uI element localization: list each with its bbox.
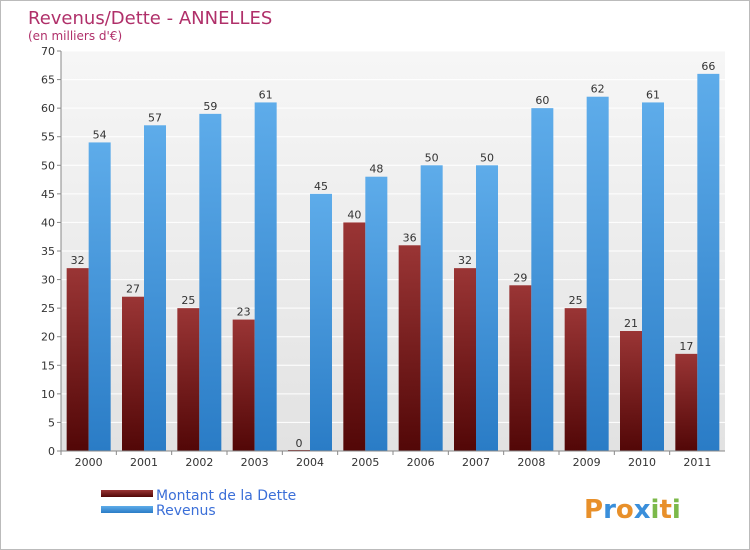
data-label-revenus: 48 (369, 163, 383, 176)
bar-debt (122, 296, 144, 451)
y-tick-label: 70 (41, 45, 55, 58)
data-label-debt: 25 (569, 294, 583, 307)
bar-debt (564, 308, 587, 451)
data-label-debt: 32 (458, 254, 472, 267)
legend-swatch-revenus (101, 506, 153, 513)
x-tick-label: 2011 (683, 456, 711, 469)
x-tick-label: 2002 (185, 456, 213, 469)
x-tick-label: 2004 (296, 456, 324, 469)
data-label-revenus: 54 (93, 128, 107, 141)
y-tick-label: 35 (41, 245, 55, 258)
y-tick-label: 50 (41, 159, 55, 172)
data-label-revenus: 61 (646, 88, 660, 101)
bar-debt (509, 285, 532, 451)
bar-revenus (88, 142, 111, 451)
bar-revenus (199, 113, 222, 451)
bar-debt (398, 245, 421, 451)
bar-revenus (254, 102, 277, 451)
data-label-revenus: 57 (148, 111, 162, 124)
bar-debt (177, 308, 200, 451)
bar-debt (454, 268, 476, 451)
y-tick-label: 20 (41, 331, 55, 344)
data-label-debt: 0 (296, 437, 303, 450)
logo-text: Proxiti (584, 495, 681, 525)
y-tick-label: 40 (41, 216, 55, 229)
x-tick-label: 2006 (407, 456, 435, 469)
y-tick-label: 60 (41, 102, 55, 115)
y-tick-label: 5 (48, 416, 55, 429)
data-labels: 32 54 27 57 25 59 23 61 0 45 40 48 36 50 32 50 29 60 25 62 2… (71, 60, 716, 450)
bar-revenus (365, 176, 388, 451)
bar-revenus (420, 165, 443, 452)
bars (66, 73, 720, 452)
bar-revenus (144, 125, 166, 452)
data-label-debt: 21 (624, 317, 638, 330)
data-label-revenus: 59 (203, 100, 217, 113)
y-tick-label: 25 (41, 302, 55, 315)
bar-debt (343, 222, 366, 451)
gridlines (57, 50, 725, 452)
data-label-debt: 27 (126, 283, 140, 296)
x-tick-label: 2005 (351, 456, 379, 469)
data-label-revenus: 62 (591, 83, 605, 96)
x-tick-label: 2003 (241, 456, 269, 469)
y-tick-label: 10 (41, 388, 55, 401)
data-label-debt: 17 (679, 340, 693, 353)
bar-revenus (310, 193, 332, 451)
bar-debt (620, 331, 642, 451)
x-tick-label: 2008 (517, 456, 545, 469)
y-tick-label: 0 (48, 445, 55, 458)
data-label-revenus: 50 (480, 151, 494, 164)
bar-debt (232, 319, 255, 451)
bar-debt (675, 353, 698, 451)
bar-revenus (697, 73, 720, 451)
y-tick-label: 45 (41, 188, 55, 201)
bar-debt (66, 268, 89, 451)
data-label-debt: 32 (71, 254, 85, 267)
x-tick-label: 2000 (75, 456, 103, 469)
y-axis-ticks: 0 5 10 15 20 25 30 35 40 45 50 55 60 65 70 (41, 45, 55, 458)
data-label-debt: 23 (237, 306, 251, 319)
x-tick-label: 2010 (628, 456, 656, 469)
y-tick-label: 65 (41, 74, 55, 87)
x-tick-label: 2009 (573, 456, 601, 469)
legend-label-revenus: Revenus (156, 503, 216, 519)
x-tick-label: 2007 (462, 456, 490, 469)
bar-revenus (476, 165, 498, 452)
bar-revenus (586, 96, 609, 451)
x-tick-label: 2001 (130, 456, 158, 469)
proxiti-logo: Proxiti (584, 495, 681, 525)
data-label-debt: 29 (513, 271, 527, 284)
chart-subtitle: (en milliers d'€) (28, 29, 122, 43)
x-axis-ticks: 2000 2001 2002 2003 2004 2005 2006 2007 2008 2009… (60, 451, 711, 469)
y-tick-label: 15 (41, 359, 55, 372)
data-label-debt: 36 (403, 231, 417, 244)
chart-title: Revenus/Dette - ANNELLES (28, 8, 272, 29)
data-label-revenus: 66 (701, 60, 715, 73)
data-label-revenus: 45 (314, 180, 328, 193)
y-tick-label: 30 (41, 274, 55, 287)
data-label-debt: 40 (347, 208, 361, 221)
data-label-revenus: 60 (535, 94, 549, 107)
bar-revenus (642, 102, 664, 451)
legend-label-debt: Montant de la Dette (156, 488, 296, 504)
legend: Montant de la Dette Revenus (101, 488, 296, 519)
y-tick-label: 55 (41, 131, 55, 144)
data-label-revenus: 50 (425, 151, 439, 164)
data-label-revenus: 61 (259, 88, 273, 101)
data-label-debt: 25 (181, 294, 195, 307)
bar-revenus (531, 108, 554, 452)
legend-swatch-debt (101, 490, 153, 497)
